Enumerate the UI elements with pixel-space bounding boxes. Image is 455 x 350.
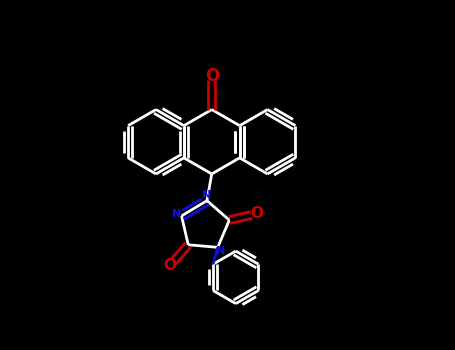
Text: O: O bbox=[163, 258, 177, 273]
Text: O: O bbox=[205, 66, 219, 85]
Text: N: N bbox=[202, 190, 212, 201]
Text: N: N bbox=[216, 246, 225, 256]
Text: N: N bbox=[172, 209, 181, 219]
Text: O: O bbox=[250, 206, 263, 221]
